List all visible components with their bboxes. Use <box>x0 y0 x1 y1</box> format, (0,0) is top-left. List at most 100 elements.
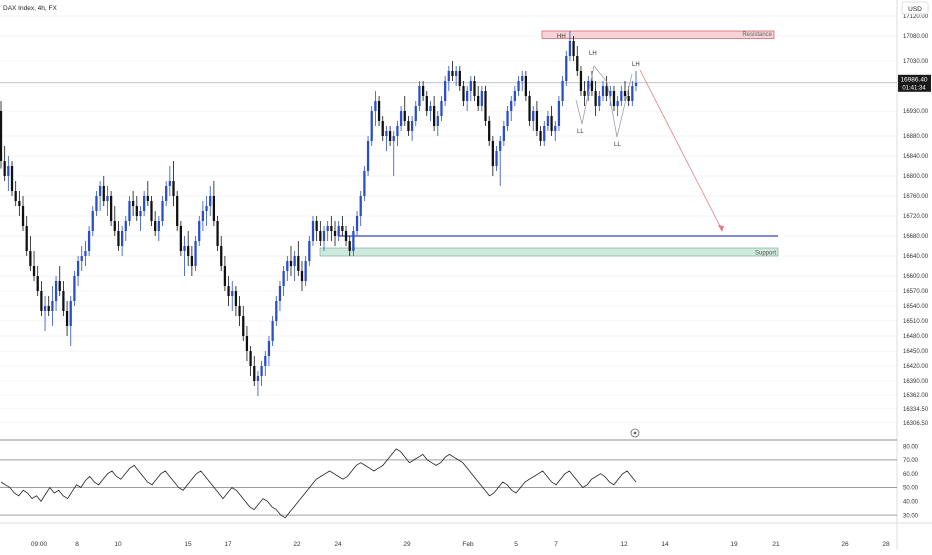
time-axis[interactable]: 09:00 8 10 15 17 22 24 29 Feb 5 7 12 14 19 21 26 28 <box>31 541 890 548</box>
candle-body <box>113 221 116 231</box>
price-tick-label: 17120.00 <box>903 14 929 20</box>
support-zone[interactable] <box>319 247 779 257</box>
candle-body <box>388 131 392 141</box>
candle-body <box>484 91 487 121</box>
currency-button-frame[interactable] <box>901 1 929 15</box>
candle-body <box>187 246 190 256</box>
time-tick-label: 24 <box>334 541 342 548</box>
swing-pattern-lines <box>575 65 633 138</box>
candle-body <box>168 181 171 186</box>
candle-body <box>554 126 557 131</box>
candle-body <box>3 161 6 176</box>
candle-body <box>513 91 517 101</box>
time-tick-label: 5 <box>514 541 518 548</box>
price-tick-label: 16540.00 <box>903 304 929 310</box>
candle-body <box>212 196 216 221</box>
price-tick-label: 16680.00 <box>903 234 929 240</box>
candle-body <box>473 81 476 96</box>
chart-settings-icon[interactable] <box>630 428 640 438</box>
candle-body <box>477 96 480 106</box>
rsi-tick-label: 30.00 <box>903 513 919 519</box>
candle-body <box>565 56 568 81</box>
candle-body <box>429 106 432 111</box>
candle-body <box>330 226 333 231</box>
candle-body <box>143 196 146 211</box>
candle-body <box>344 231 348 241</box>
candle-body <box>98 186 102 196</box>
candle-body <box>109 196 113 221</box>
candle-body <box>40 291 43 311</box>
price-tick-label: 16334.50 <box>903 407 929 413</box>
candle-body <box>623 91 627 96</box>
candle-body <box>359 196 362 216</box>
currency-button[interactable]: USD <box>901 1 929 15</box>
candle-body <box>10 166 14 191</box>
candle-body <box>190 256 194 266</box>
symbol-title[interactable]: DAX Index, 4h, FX <box>3 5 57 12</box>
candle-body <box>69 301 72 326</box>
candle-body <box>337 226 340 236</box>
candle-body <box>616 101 619 106</box>
candle-body <box>304 261 307 281</box>
candle-body <box>308 241 311 261</box>
candle-body <box>539 131 542 141</box>
price-axis[interactable]: 17120.0017080.0017030.0016980.0016930.00… <box>903 14 929 427</box>
candle-body <box>117 231 120 246</box>
projection-arrow[interactable] <box>639 69 723 231</box>
rsi-levels <box>0 459 897 516</box>
candle-body <box>253 366 256 381</box>
candle-body <box>54 281 58 301</box>
candle-body <box>267 341 271 356</box>
candle-body <box>333 231 337 236</box>
candle-body <box>572 41 575 56</box>
candle-body <box>7 166 10 176</box>
rsi-axis: 80.00 70.00 60.00 50.00 40.00 30.00 <box>903 444 919 519</box>
price-tick-label: 16306.50 <box>903 421 929 427</box>
candle-body <box>32 266 36 276</box>
candle-body <box>341 226 344 231</box>
candle-body <box>297 256 300 271</box>
candle-body <box>271 321 274 341</box>
candle-body <box>183 246 186 251</box>
candle-body <box>80 256 83 261</box>
candle-body <box>399 111 403 126</box>
candle-body <box>480 91 483 106</box>
time-tick-label: 22 <box>293 541 301 548</box>
price-tick-label: 16362.00 <box>903 393 929 399</box>
currency-button-label[interactable]: USD <box>908 6 922 13</box>
candle-body <box>366 141 370 171</box>
candle-body <box>605 86 608 96</box>
support-label: Support <box>755 251 776 257</box>
candle-body <box>425 96 428 111</box>
candle-body <box>598 96 601 106</box>
price-tick-label: 16930.00 <box>903 109 929 115</box>
candle-body <box>242 316 245 336</box>
candle-body <box>18 201 21 206</box>
candle-body <box>576 56 579 71</box>
current-price-value: 16986.40 <box>900 76 927 83</box>
candle-body <box>579 71 583 91</box>
ll-label-1: LL <box>577 129 584 135</box>
candle-body <box>146 196 149 201</box>
candle-body <box>495 151 498 166</box>
time-tick-label: 15 <box>184 541 192 548</box>
resistance-zone[interactable] <box>541 30 775 39</box>
candle-body <box>348 241 351 251</box>
candle-body <box>458 71 461 86</box>
settings-icon-dot <box>633 431 637 435</box>
time-tick-label: 7 <box>554 541 558 548</box>
candle-body <box>436 116 439 126</box>
candle-body <box>245 336 249 351</box>
candle-body <box>135 206 138 216</box>
candle-body <box>14 191 17 201</box>
price-tick-label: 17080.00 <box>903 34 929 40</box>
time-tick-label: 8 <box>75 541 79 548</box>
candle-body <box>260 366 263 376</box>
candle-body <box>587 81 590 96</box>
candle-body <box>315 221 318 231</box>
candle-body <box>216 221 219 246</box>
time-tick-label: 09:00 <box>31 541 48 548</box>
